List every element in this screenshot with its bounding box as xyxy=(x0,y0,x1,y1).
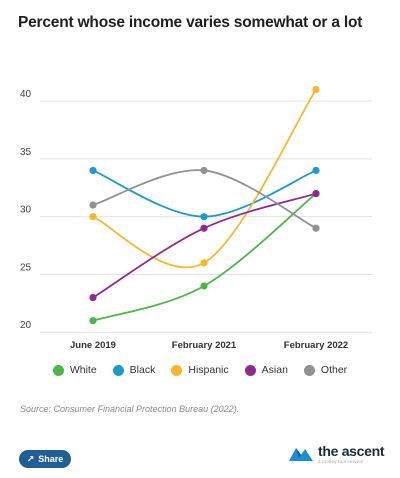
series-line-asian xyxy=(92,192,317,299)
series-line-black xyxy=(92,169,317,218)
series-line-white xyxy=(92,192,317,322)
legend-item-asian[interactable]: Asian xyxy=(244,364,288,376)
share-label: Share xyxy=(38,454,64,464)
data-point-black[interactable] xyxy=(89,166,97,175)
data-point-asian[interactable] xyxy=(200,224,208,232)
line-chart: 20 25 30 35 40 June 2019 February 2021 Februar… xyxy=(20,85,372,351)
data-point-black[interactable] xyxy=(312,166,320,175)
legend-label: Other xyxy=(320,364,348,376)
legend-swatch xyxy=(171,364,183,376)
share-icon: ↗ xyxy=(26,453,35,464)
legend-swatch xyxy=(244,364,256,376)
source-note: Source: Consumer Financial Protection Bu… xyxy=(20,404,240,414)
x-tick-label: February 2022 xyxy=(284,340,348,351)
y-tick-label: 30 xyxy=(20,205,32,216)
y-tick-label: 20 xyxy=(20,320,32,331)
y-tick-label: 35 xyxy=(20,147,32,158)
data-point-other[interactable] xyxy=(200,166,208,175)
legend-label: Asian xyxy=(261,364,288,376)
y-tick-label: 40 xyxy=(20,89,32,100)
data-point-black[interactable] xyxy=(200,213,208,221)
x-tick-label: February 2021 xyxy=(172,340,237,351)
series-line-hispanic xyxy=(92,89,317,269)
legend-swatch xyxy=(303,364,315,376)
brand-logo[interactable]: the ascent a motley fool service xyxy=(288,443,385,465)
share-button[interactable]: ↗ Share xyxy=(19,450,71,468)
data-point-hispanic[interactable] xyxy=(312,85,320,94)
legend-item-black[interactable]: Black xyxy=(112,364,156,376)
data-point-asian[interactable] xyxy=(89,293,97,302)
data-point-white[interactable] xyxy=(200,282,208,290)
data-point-other[interactable] xyxy=(312,224,320,232)
brand-name: the ascent xyxy=(318,443,385,459)
legend-swatch xyxy=(112,364,124,376)
legend-item-hispanic[interactable]: Hispanic xyxy=(171,364,229,376)
series-points xyxy=(89,85,320,325)
data-point-other[interactable] xyxy=(89,201,97,209)
data-point-hispanic[interactable] xyxy=(200,259,208,267)
ascent-logo-icon xyxy=(289,448,313,462)
brand-tagline: a motley fool service xyxy=(318,459,364,464)
legend-item-other[interactable]: Other xyxy=(303,364,348,376)
legend-label: Black xyxy=(129,364,156,376)
legend: White Black Hispanic Asian Other xyxy=(0,364,400,376)
data-point-white[interactable] xyxy=(89,317,97,325)
legend-item-white[interactable]: White xyxy=(52,364,97,376)
legend-label: Hispanic xyxy=(188,364,229,376)
data-point-hispanic[interactable] xyxy=(89,213,97,221)
legend-swatch xyxy=(52,364,64,376)
x-tick-labels: June 2019 February 2021 February 2022 xyxy=(70,340,348,351)
x-tick-label: June 2019 xyxy=(70,340,116,351)
legend-label: White xyxy=(69,364,97,376)
y-tick-label: 25 xyxy=(20,262,32,273)
y-tick-labels: 20 25 30 35 40 xyxy=(20,89,32,331)
chart-title: Percent whose income varies somewhat or … xyxy=(18,14,363,31)
data-point-asian[interactable] xyxy=(312,189,320,198)
